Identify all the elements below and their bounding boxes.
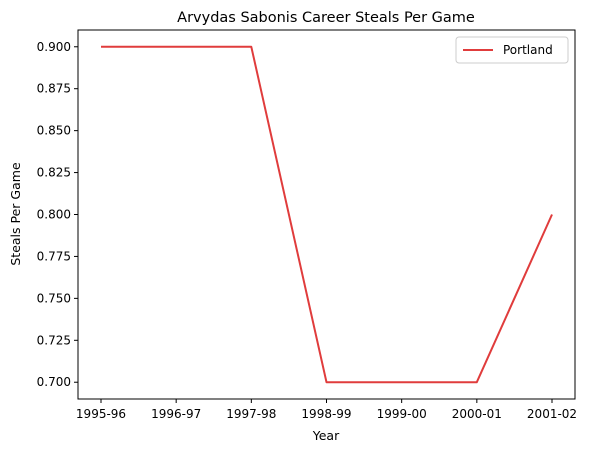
x-axis-ticks: 1995-96 1996-97 1997-98 1998-99 1999-00 2000-… bbox=[76, 399, 577, 421]
x-tick-label: 1995-96 bbox=[76, 407, 126, 421]
y-axis-ticks: 0.700 0.725 0.750 0.775 0.800 0.825 0.850 0.875… bbox=[37, 40, 78, 389]
x-tick-label: 1999-00 bbox=[377, 407, 427, 421]
y-tick-label: 0.800 bbox=[37, 208, 71, 222]
y-tick-label: 0.775 bbox=[37, 249, 71, 263]
legend-label-portland: Portland bbox=[503, 43, 553, 57]
x-tick-label: 2001-02 bbox=[527, 407, 577, 421]
y-tick-label: 0.750 bbox=[37, 291, 71, 305]
x-tick-label: 1997-98 bbox=[226, 407, 276, 421]
x-tick-label: 1996-97 bbox=[151, 407, 201, 421]
x-tick-label: 2000-01 bbox=[452, 407, 502, 421]
y-tick-label: 0.850 bbox=[37, 124, 71, 138]
legend: Portland bbox=[455, 36, 569, 64]
y-axis-label: Steals Per Game bbox=[8, 162, 23, 266]
x-axis-label: Year bbox=[312, 428, 340, 443]
x-tick-label: 1998-99 bbox=[301, 407, 351, 421]
y-tick-label: 0.725 bbox=[37, 333, 71, 347]
y-tick-label: 0.900 bbox=[37, 40, 71, 54]
series-line-portland bbox=[101, 45, 553, 384]
plot-frame bbox=[77, 29, 576, 400]
series-layer bbox=[100, 45, 553, 384]
legend-box bbox=[455, 36, 569, 64]
chart-title: Arvydas Sabonis Career Steals Per Game bbox=[177, 10, 475, 26]
y-tick-label: 0.825 bbox=[37, 166, 71, 180]
plot-area bbox=[77, 29, 576, 400]
y-tick-label: 0.875 bbox=[37, 82, 71, 96]
y-tick-label: 0.700 bbox=[37, 375, 71, 389]
